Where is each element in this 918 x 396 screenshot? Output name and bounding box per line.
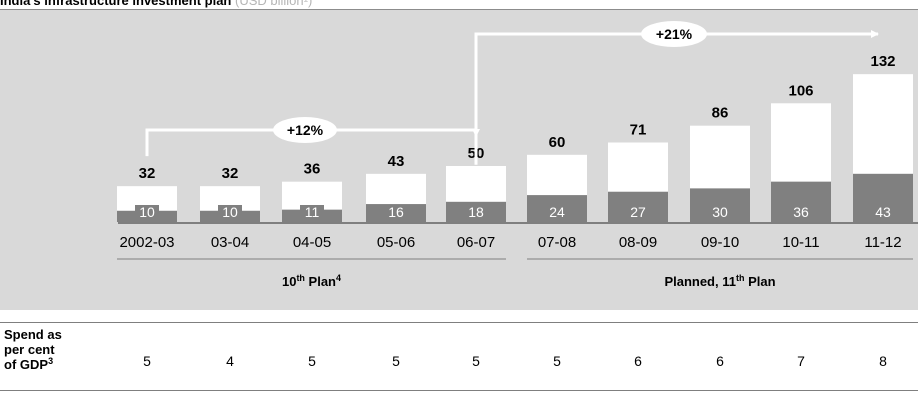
bar-base-segment bbox=[527, 195, 587, 222]
bar-total-label: 86 bbox=[712, 105, 729, 122]
group-label: Planned, 11th Plan bbox=[664, 273, 775, 289]
bar-base-segment bbox=[608, 191, 668, 222]
gdp-row-label: Spend as per cent of GDP3 bbox=[4, 327, 62, 372]
gdp-share-value: 7 bbox=[797, 353, 805, 369]
gdp-share-value: 5 bbox=[472, 353, 480, 369]
gdp-row-top-rule bbox=[0, 322, 918, 323]
bar-base-label: 10 bbox=[222, 204, 238, 220]
bar-total-label: 132 bbox=[870, 53, 895, 70]
gdp-row-bottom-rule bbox=[0, 390, 918, 391]
gdp-share-value: 8 bbox=[879, 353, 887, 369]
bar-base-label: 11 bbox=[305, 204, 320, 220]
bar-base-label: 24 bbox=[549, 204, 565, 220]
chart-title: India's infrastructure investment plan (… bbox=[0, 0, 312, 8]
bar-base-label: 43 bbox=[875, 204, 891, 220]
gdp-share-value: 6 bbox=[716, 353, 724, 369]
bar-base-label: 10 bbox=[139, 204, 155, 220]
gdp-share-value: 4 bbox=[226, 353, 234, 369]
x-tick-label: 06-07 bbox=[457, 234, 495, 251]
bar-upper-segment bbox=[690, 125, 750, 189]
x-tick-label: 11-12 bbox=[864, 234, 901, 251]
bar-base-label: 36 bbox=[793, 204, 809, 220]
gdp-share-value: 5 bbox=[553, 353, 561, 369]
growth-label: +12% bbox=[287, 122, 324, 138]
bar-base-label: 16 bbox=[388, 204, 404, 220]
bar-upper-segment bbox=[853, 74, 913, 174]
bar-base-label: 18 bbox=[468, 204, 484, 220]
gdp-share-value: 5 bbox=[392, 353, 400, 369]
growth-arrow-11th-plan bbox=[474, 30, 879, 165]
bar-upper-segment bbox=[366, 173, 426, 205]
chart-unit: (USD billion¹) bbox=[235, 0, 313, 8]
bar-upper-segment bbox=[527, 154, 587, 196]
x-tick-label: 05-06 bbox=[377, 234, 415, 251]
x-tick-label: 04-05 bbox=[293, 234, 331, 251]
x-tick-label: 08-09 bbox=[619, 234, 657, 251]
bar-base-segment bbox=[853, 173, 913, 222]
bar-total-label: 71 bbox=[630, 121, 647, 138]
bar-total-label: 106 bbox=[788, 82, 813, 99]
bar-total-label: 60 bbox=[549, 134, 566, 151]
chart-panel bbox=[0, 10, 918, 310]
growth-label: +21% bbox=[656, 26, 693, 42]
growth-badge bbox=[641, 21, 707, 47]
x-tick-label: 10-11 bbox=[782, 234, 819, 251]
bar-value-tag bbox=[300, 205, 324, 221]
bar-total-label: 43 bbox=[388, 153, 405, 170]
gdp-share-value: 5 bbox=[143, 353, 151, 369]
bar-base-label: 27 bbox=[630, 204, 646, 220]
bar-total-label: 36 bbox=[304, 161, 321, 178]
bar-total-label: 32 bbox=[222, 165, 239, 182]
bar-base-segment bbox=[690, 188, 750, 222]
bar-upper-segment bbox=[446, 166, 506, 202]
bar-value-tag bbox=[464, 205, 488, 221]
growth-badge bbox=[273, 117, 337, 143]
bar-total-label: 32 bbox=[139, 165, 156, 182]
bar-value-tag bbox=[135, 205, 159, 221]
bar-base-label: 30 bbox=[712, 204, 728, 220]
bar-upper-segment bbox=[771, 103, 831, 182]
bar-upper-segment bbox=[608, 142, 668, 192]
group-label: 10th Plan4 bbox=[282, 273, 341, 289]
x-tick-label: 09-10 bbox=[701, 234, 739, 251]
top-rule bbox=[0, 9, 918, 10]
gdp-share-value: 6 bbox=[634, 353, 642, 369]
gdp-share-value: 5 bbox=[308, 353, 316, 369]
bar-value-tag bbox=[384, 205, 408, 221]
x-tick-label: 07-08 bbox=[538, 234, 576, 251]
x-tick-label: 03-04 bbox=[211, 234, 249, 251]
x-tick-label: 2002-03 bbox=[119, 234, 174, 251]
bar-base-segment bbox=[771, 181, 831, 222]
bar-value-tag bbox=[218, 205, 242, 221]
